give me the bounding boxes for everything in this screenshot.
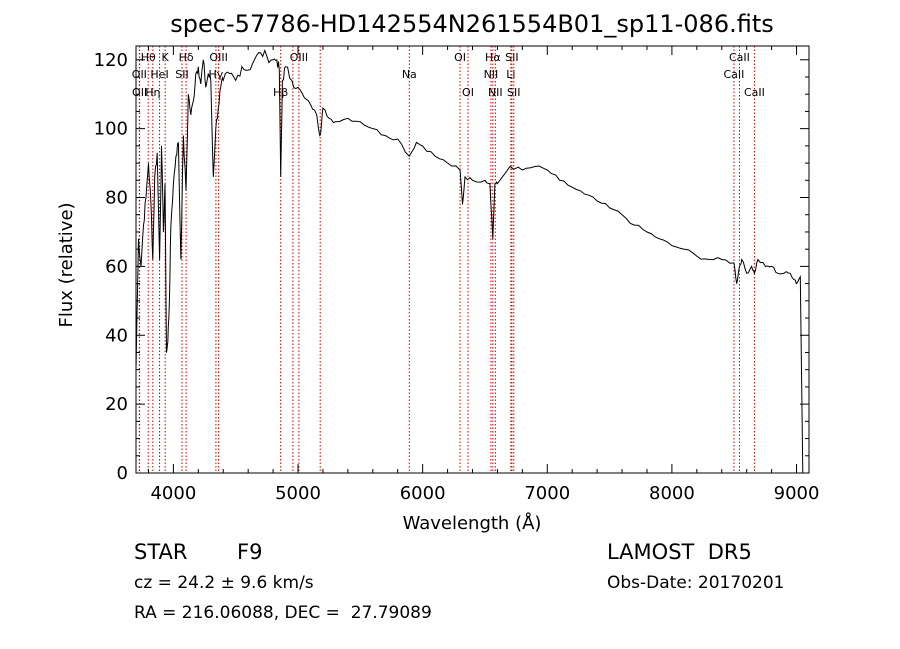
y-tick-label: 40 [105, 325, 128, 346]
x-axis-label: Wavelength (Å) [403, 512, 542, 534]
spectrum-series-line [135, 49, 804, 474]
x-tick-label: 7000 [524, 483, 570, 504]
redshift-cz: cz = 24.2 ± 9.6 km/s [134, 573, 314, 593]
line-marker-label: OIII [209, 51, 227, 64]
y-tick-label: 20 [105, 394, 128, 415]
x-tick-label: 8000 [649, 483, 695, 504]
line-marker-label: Li [506, 68, 515, 81]
line-marker-label: Hθ [141, 51, 156, 64]
line-marker-label: SII [507, 86, 520, 99]
y-axis-label: Flux (relative) [56, 202, 77, 327]
line-marker-label: Hδ [179, 51, 194, 64]
x-tick-label: 6000 [400, 483, 446, 504]
line-marker-label: OIII [290, 51, 308, 64]
line-marker-label: CaII [744, 86, 765, 99]
line-marker-label: HeI [150, 68, 168, 81]
line-marker-label: Hβ [273, 86, 288, 99]
line-marker-label: Na [402, 68, 417, 81]
line-marker-label: NII [488, 86, 503, 99]
x-tick-label: 9000 [774, 483, 820, 504]
line-marker-label: OI [454, 51, 466, 64]
line-marker-label: SII [505, 51, 518, 64]
y-tick-label: 100 [94, 119, 128, 140]
y-tick-label: 80 [105, 188, 128, 209]
observation-date: Obs-Date: 20170201 [607, 573, 785, 593]
line-marker-label: NII [484, 68, 499, 81]
line-marker-label: OI [462, 86, 474, 99]
y-tick-label: 0 [117, 463, 128, 484]
survey-label: LAMOST DR5 [607, 540, 752, 564]
x-tick-label: 5000 [275, 483, 321, 504]
line-marker-label: K [162, 51, 170, 64]
line-marker-label: CaII [724, 68, 745, 81]
line-marker-label: Hα [485, 51, 501, 64]
y-tick-label: 60 [105, 256, 128, 277]
line-marker-label: SII [175, 68, 188, 81]
x-tick-label: 4000 [150, 483, 196, 504]
line-marker-label: CaII [729, 51, 750, 64]
axis-ticks: 4000 5000 6000 7000 8000 9000 0 20 40 60 80 100 120 [94, 46, 820, 504]
line-marker-label: Hγ [208, 68, 223, 81]
object-class: STAR [134, 540, 188, 564]
spectral-subclass: F9 [237, 540, 263, 564]
ra-dec-coordinates: RA = 216.06088, DEC = 27.79089 [134, 603, 432, 623]
y-tick-label: 120 [94, 50, 128, 71]
line-marker-label: Hη [145, 86, 160, 99]
chart-title: spec-57786-HD142554N261554B01_sp11-086.f… [170, 10, 774, 38]
